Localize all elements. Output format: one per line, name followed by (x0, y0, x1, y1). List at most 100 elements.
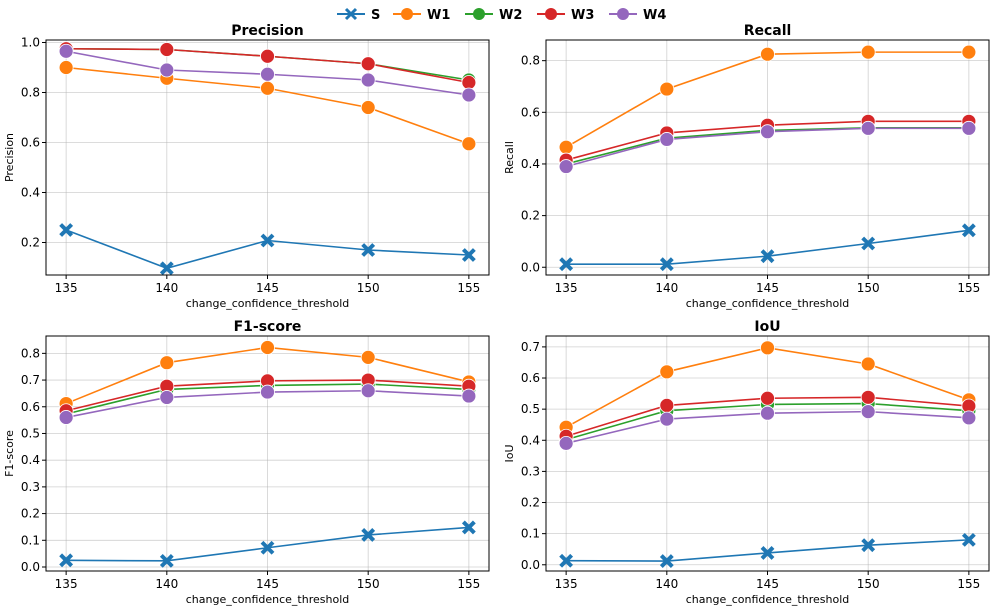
data-point-w3 (760, 390, 775, 406)
y-tick-label: 0.6 (21, 136, 40, 150)
x-tick-label: 150 (857, 577, 880, 591)
y-axis-label: Precision (3, 133, 16, 182)
legend-marker (401, 8, 413, 20)
data-point-w4 (360, 72, 376, 88)
data-point-w1 (961, 44, 977, 60)
legend-entry-s: S (337, 7, 380, 23)
y-tick-label: 0.2 (21, 236, 40, 250)
x-tick-label: 155 (457, 577, 480, 591)
chart-f1-score: 135 140 145 150 155 0.0 0.1 0.2 0.3 0.4 0.5 0.6 0.7 0… (3, 319, 490, 606)
data-point-w4 (58, 43, 74, 59)
chart-title: F1-score (234, 319, 302, 335)
y-tick-label: 0.6 (521, 371, 540, 385)
legend-entry-w4: W4 (609, 8, 666, 23)
data-point-w1 (461, 136, 477, 152)
data-point-s (260, 233, 275, 248)
data-point-w1 (260, 340, 275, 355)
y-tick-label: 0.4 (21, 186, 40, 200)
x-tick-label: 140 (155, 281, 178, 295)
chart-iou: 135 140 145 150 155 0.0 0.1 0.2 0.3 0.4 0.5 0.6 0.7 I… (503, 319, 990, 606)
legend-entry-w2: W2 (465, 8, 522, 23)
x-tick-label: 150 (857, 281, 880, 295)
data-point-s (260, 540, 275, 555)
data-point-s (861, 236, 876, 251)
x-tick-label: 140 (155, 577, 178, 591)
data-point-w1 (760, 340, 775, 356)
data-point-s (159, 553, 174, 568)
x-tick-label: 135 (55, 281, 78, 295)
legend-label: W1 (427, 8, 450, 23)
data-point-w4 (961, 410, 977, 426)
x-axis-label: change_confidence_threshold (686, 297, 850, 310)
x-tick-label: 145 (756, 281, 779, 295)
data-point-s (159, 261, 174, 276)
data-point-w1 (360, 100, 376, 115)
data-point-w4 (659, 411, 675, 427)
x-tick-label: 155 (457, 281, 480, 295)
y-tick-label: 0.7 (521, 340, 540, 354)
y-tick-label: 0.6 (21, 400, 40, 414)
y-tick-label: 0.0 (521, 558, 540, 572)
legend-label: W4 (643, 8, 666, 23)
data-point-w4 (159, 390, 175, 405)
data-point-w1 (360, 349, 376, 365)
data-point-w4 (461, 87, 477, 103)
y-tick-label: 0.7 (21, 373, 40, 387)
data-point-s (760, 249, 775, 264)
data-point-s (961, 532, 976, 547)
data-point-w1 (159, 355, 175, 371)
data-point-w3 (260, 48, 275, 64)
data-point-w4 (159, 62, 175, 78)
data-point-w4 (58, 410, 74, 425)
chart-recall: 135 140 145 150 155 0.0 0.2 0.4 0.6 0.8 Recall chan… (503, 23, 990, 310)
data-point-w4 (961, 120, 977, 136)
legend-entry-w3: W3 (537, 8, 594, 23)
data-point-s (461, 520, 476, 535)
data-point-s (59, 223, 74, 237)
chart-precision: 135 140 145 150 155 0.2 0.4 0.6 0.8 1.0 Precision c… (3, 23, 490, 310)
y-tick-label: 0.8 (21, 86, 40, 100)
legend-marker (344, 7, 358, 21)
data-point-w1 (260, 80, 275, 96)
data-point-s (961, 223, 976, 238)
x-axis-label: change_confidence_threshold (186, 593, 350, 606)
y-axis-label: F1-score (3, 430, 16, 477)
data-point-w1 (659, 81, 675, 97)
data-point-w1 (58, 60, 74, 75)
x-tick-label: 155 (957, 577, 980, 591)
data-point-w4 (558, 159, 574, 174)
data-point-w1 (659, 364, 675, 380)
data-point-w4 (760, 124, 775, 140)
data-point-w1 (860, 44, 876, 60)
data-point-w4 (360, 383, 376, 399)
y-tick-label: 0.2 (521, 209, 540, 223)
x-axis-label: change_confidence_threshold (686, 593, 850, 606)
data-point-s (760, 546, 775, 560)
legend-marker (545, 8, 557, 20)
y-tick-label: 0.0 (521, 260, 540, 274)
legend-marker (473, 8, 485, 20)
y-tick-label: 0.2 (521, 496, 540, 510)
data-point-s (461, 248, 476, 262)
legend-entry-w1: W1 (393, 8, 450, 23)
data-point-w3 (461, 75, 477, 90)
legend: S W1 W2 W3 W4 (337, 7, 666, 23)
x-tick-label: 155 (957, 281, 980, 295)
legend-label: W3 (571, 8, 594, 23)
legend-label: W2 (499, 8, 522, 23)
legend-label: S (371, 8, 380, 23)
x-tick-label: 145 (256, 281, 279, 295)
x-tick-label: 135 (555, 281, 578, 295)
x-tick-label: 145 (756, 577, 779, 591)
y-tick-label: 0.5 (521, 402, 540, 416)
y-tick-label: 0.4 (21, 453, 40, 467)
y-tick-label: 0.0 (21, 560, 40, 574)
y-tick-label: 0.6 (521, 105, 540, 119)
y-axis-label: Recall (503, 141, 516, 174)
x-tick-label: 150 (357, 577, 380, 591)
data-point-w1 (860, 356, 876, 372)
grid (546, 40, 989, 275)
x-tick-label: 150 (357, 281, 380, 295)
x-axis-label: change_confidence_threshold (186, 297, 350, 310)
